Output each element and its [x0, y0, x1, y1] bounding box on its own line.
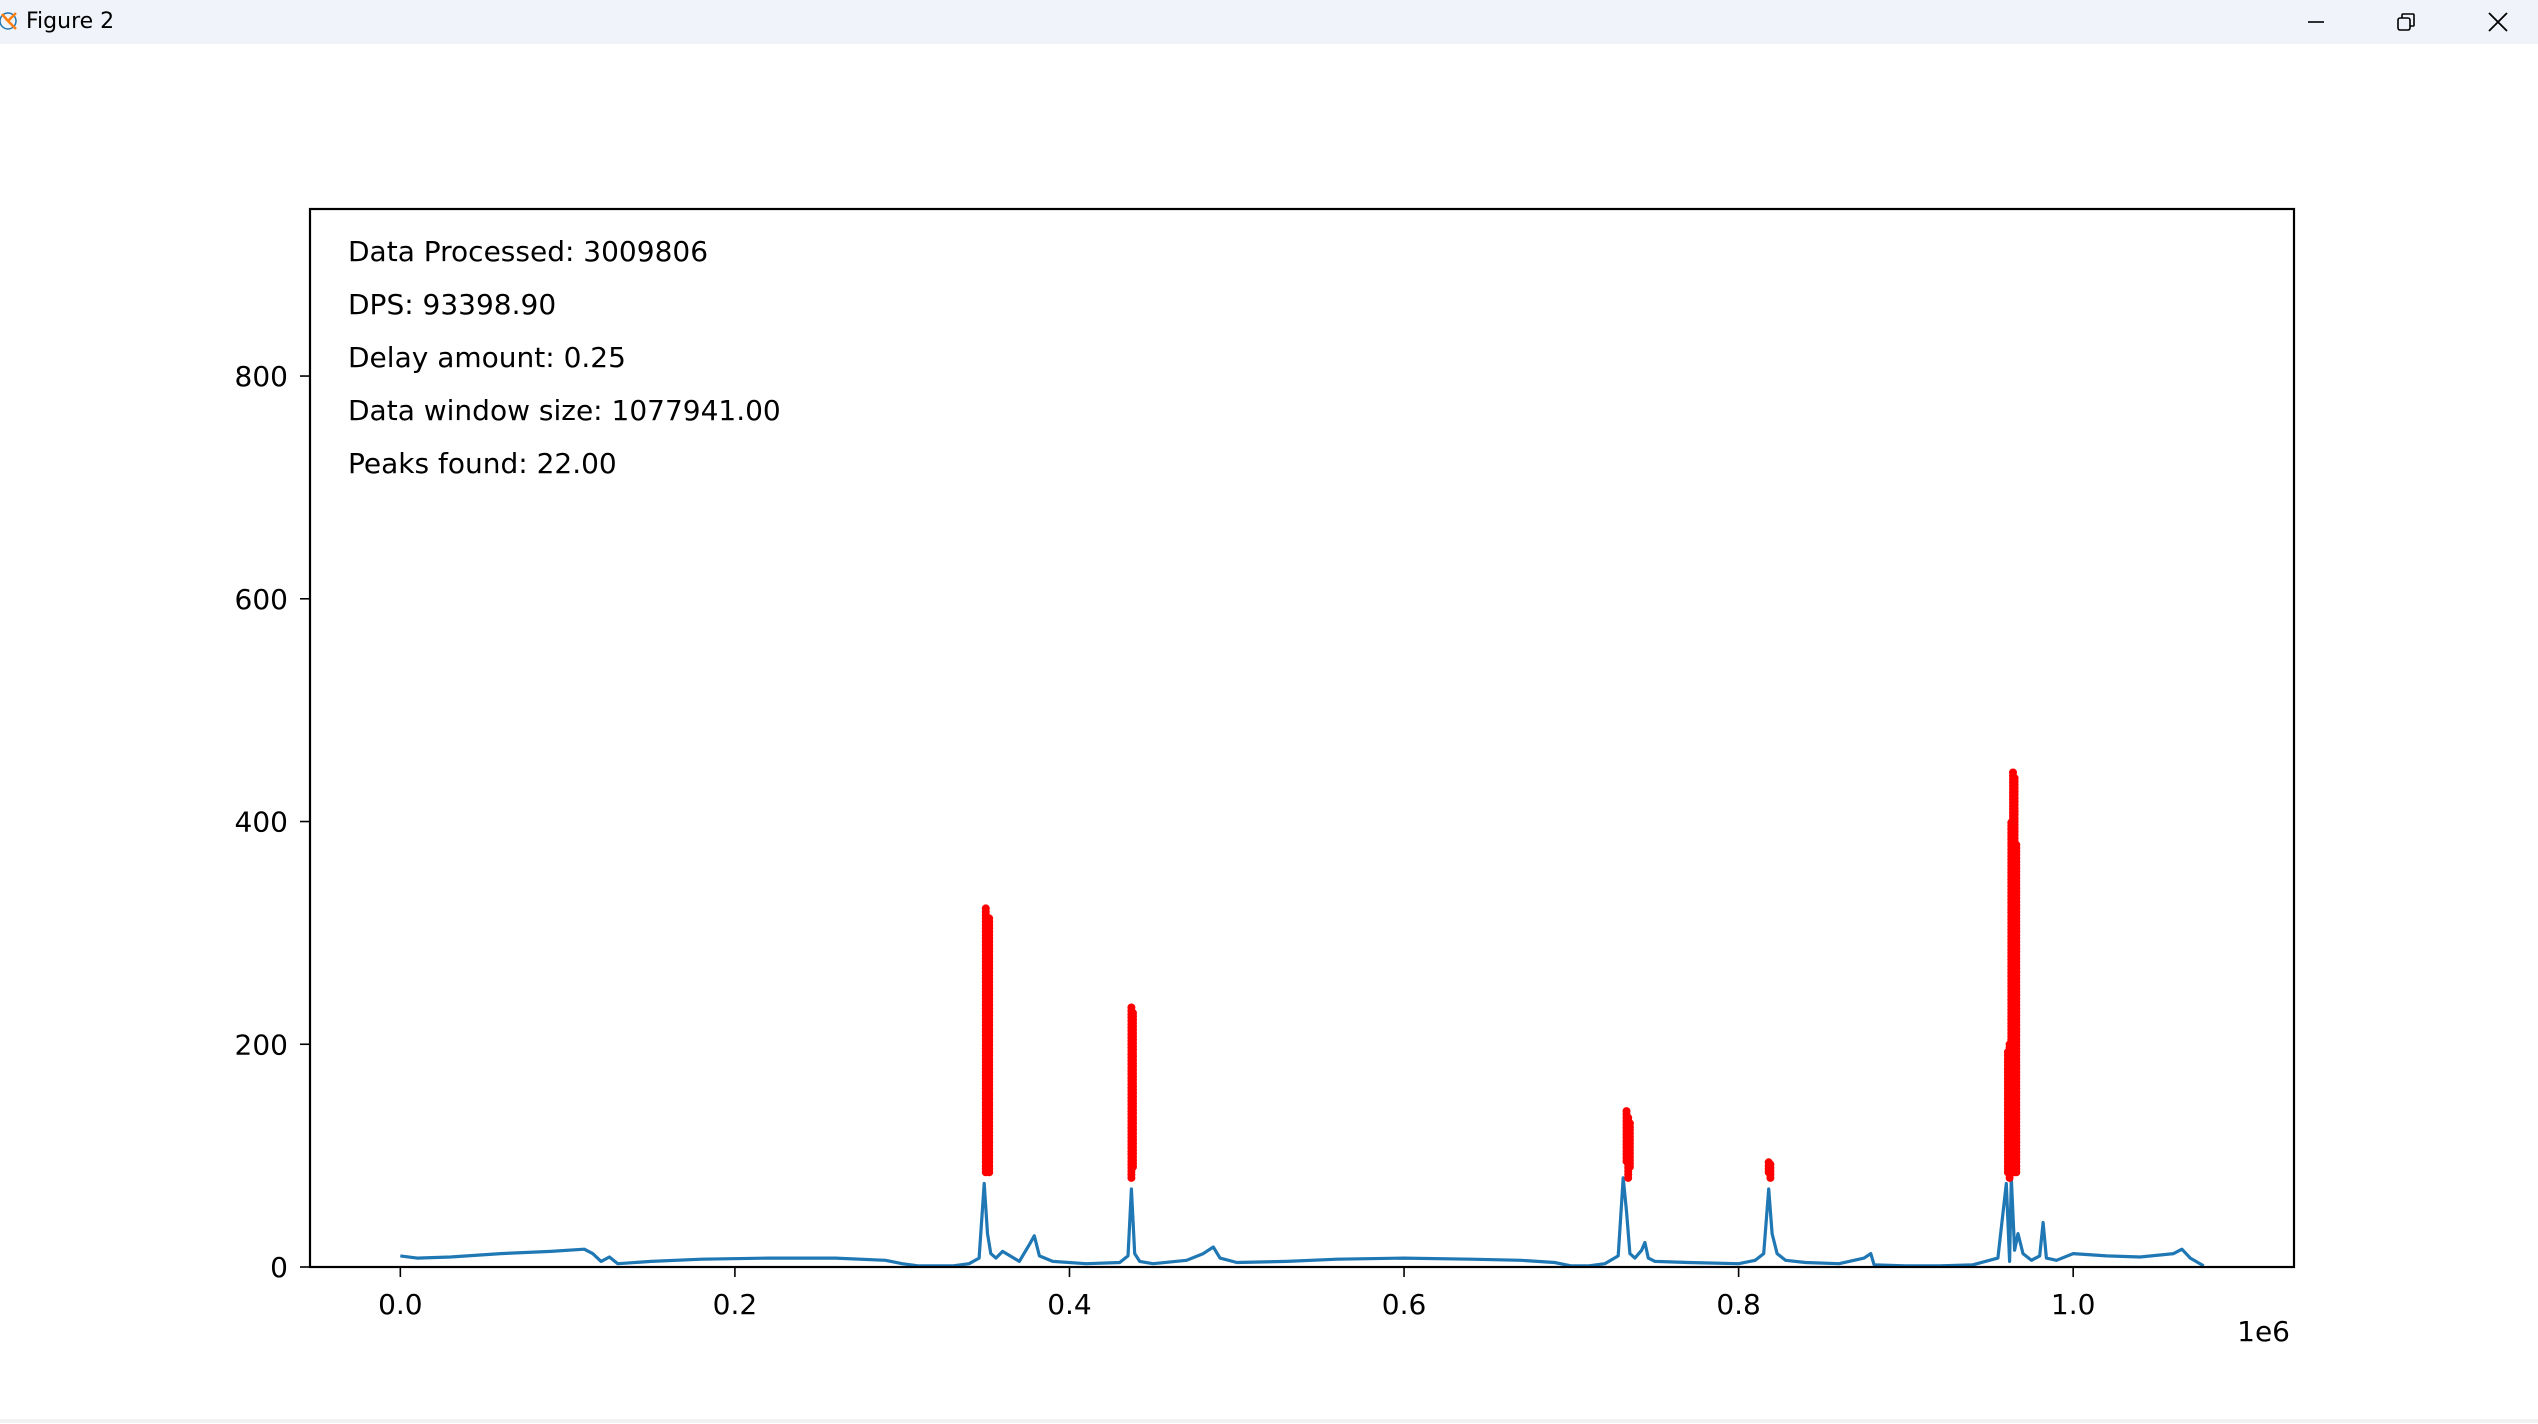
restore-icon [2395, 11, 2417, 33]
peak-marker [1625, 1119, 1634, 1171]
y-tick-label: 200 [235, 1028, 288, 1061]
matplotlib-icon [0, 8, 22, 34]
close-button[interactable] [2452, 0, 2538, 44]
annotation-data-processed: Data Processed: 3009806 [348, 235, 708, 268]
series-line [400, 1176, 2205, 1268]
peak-marker [1766, 1160, 1775, 1182]
y-axis: 0 200 400 600 800 [235, 360, 310, 1284]
minimize-button[interactable] [2270, 0, 2362, 44]
axes-frame [308, 207, 2296, 1269]
annotation-delay: Delay amount: 0.25 [348, 341, 626, 374]
x-tick-label: 0.6 [1382, 1288, 1427, 1321]
peak-marker [1129, 1009, 1137, 1171]
y-tick-label: 600 [235, 583, 288, 616]
y-tick-label: 800 [235, 360, 288, 393]
window-title: Figure 2 [26, 9, 115, 34]
y-tick-label: 0 [270, 1251, 288, 1284]
close-icon [2486, 10, 2510, 34]
annotation-peaks-found: Peaks found: 22.00 [348, 447, 617, 480]
chart: 0.0 0.2 0.4 0.6 0.8 1.0 0 200 400 600 800 1e6 Dat… [235, 207, 2296, 1348]
x-offset-label: 1e6 [2237, 1315, 2290, 1348]
x-axis: 0.0 0.2 0.4 0.6 0.8 1.0 [378, 1267, 2095, 1321]
peak-marker [985, 914, 994, 1177]
window-bottom-border [0, 1419, 2538, 1423]
minimize-icon [2305, 11, 2327, 33]
peak-marker [2012, 840, 2021, 1177]
window-titlebar: Figure 2 [0, 0, 2538, 44]
x-tick-label: 0.8 [1716, 1288, 1761, 1321]
annotation-window-size: Data window size: 1077941.00 [348, 394, 781, 427]
x-tick-label: 0.4 [1047, 1288, 1092, 1321]
annotations: Data Processed: 3009806 DPS: 93398.90 De… [348, 235, 781, 480]
x-tick-label: 0.2 [713, 1288, 758, 1321]
chart-marks [400, 768, 2205, 1268]
restore-button[interactable] [2360, 0, 2452, 44]
figure-canvas: 0.0 0.2 0.4 0.6 0.8 1.0 0 200 400 600 800 1e6 Dat… [0, 44, 2538, 1420]
x-tick-label: 0.0 [378, 1288, 423, 1321]
annotation-dps: DPS: 93398.90 [348, 288, 556, 321]
x-tick-label: 1.0 [2051, 1288, 2096, 1321]
y-tick-label: 400 [235, 806, 288, 839]
